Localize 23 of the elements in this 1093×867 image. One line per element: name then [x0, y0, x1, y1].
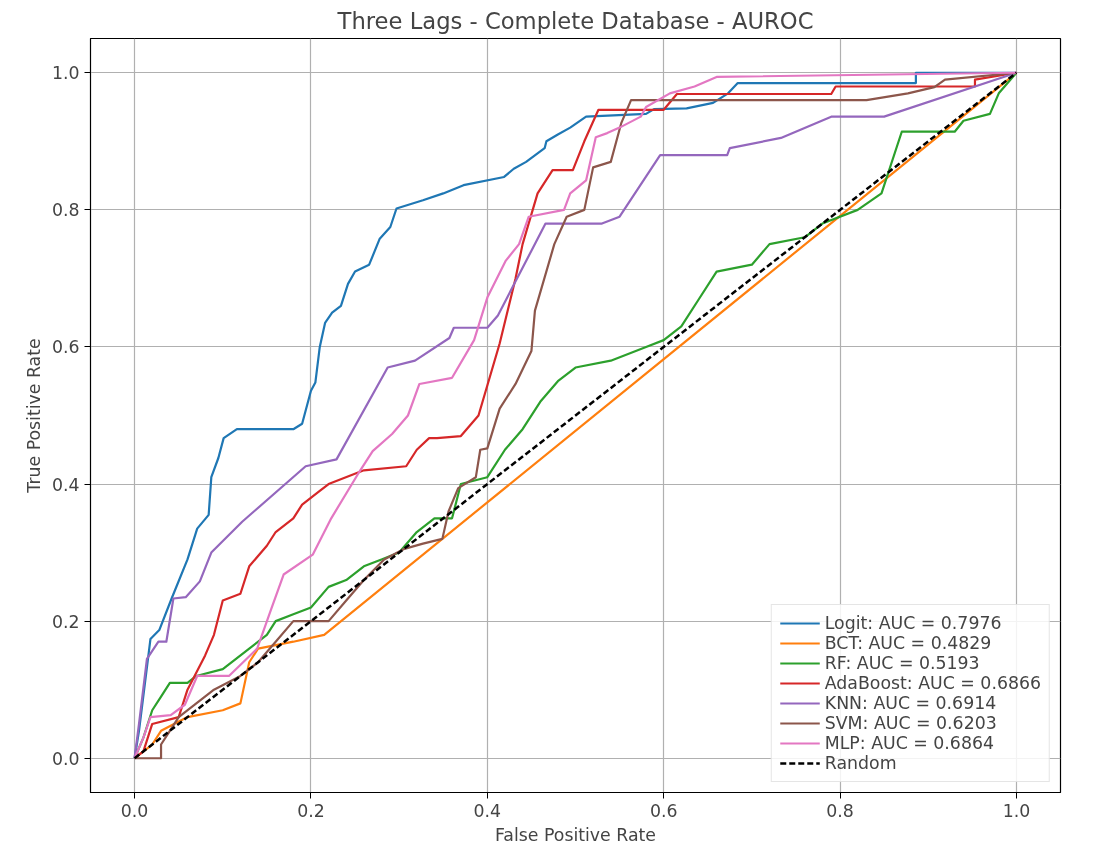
x-tick-label: 0.0 — [120, 800, 149, 821]
legend-label: BCT: AUC = 0.4829 — [824, 633, 992, 653]
chart-title: Three Lags - Complete Database - AUROC — [336, 7, 814, 34]
legend-label: SVM: AUC = 0.6203 — [824, 713, 997, 733]
y-tick-label: 0.0 — [51, 748, 80, 769]
y-tick-label: 0.4 — [51, 474, 80, 495]
y-tick-label: 0.6 — [51, 337, 80, 358]
legend-label: AdaBoost: AUC = 0.6866 — [824, 673, 1041, 693]
y-axis-title: True Positive Rate — [23, 338, 44, 494]
legend-label: MLP: AUC = 0.6864 — [824, 733, 994, 753]
legend-label: KNN: AUC = 0.6914 — [824, 693, 997, 713]
x-tick-label: 1.0 — [1002, 800, 1031, 821]
y-tick-label: 0.8 — [51, 200, 80, 221]
y-tick-label: 0.2 — [51, 611, 80, 632]
x-axis-title: False Positive Rate — [494, 824, 657, 845]
x-tick-label: 0.6 — [649, 800, 678, 821]
y-tick-label: 1.0 — [51, 63, 80, 84]
x-tick-label: 0.2 — [297, 800, 325, 821]
legend-label: Random — [824, 753, 897, 773]
x-tick-label: 0.4 — [473, 800, 502, 821]
x-tick-label: 0.8 — [826, 800, 854, 821]
legend-label: Logit: AUC = 0.7976 — [824, 613, 1002, 633]
legend-label: RF: AUC = 0.5193 — [824, 653, 980, 673]
